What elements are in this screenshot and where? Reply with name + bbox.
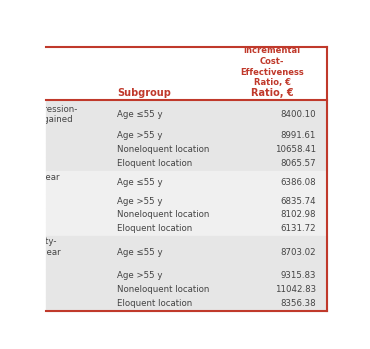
Text: Eloquent location: Eloquent location xyxy=(117,159,192,168)
Bar xyxy=(46,100,327,129)
Text: Age ≤55 y: Age ≤55 y xyxy=(117,110,162,119)
Text: 8400.10: 8400.10 xyxy=(280,110,316,119)
Bar xyxy=(46,143,327,157)
Text: Noneloquent location: Noneloquent location xyxy=(117,210,209,220)
Bar xyxy=(46,269,327,283)
Text: Ratio, €: Ratio, € xyxy=(251,88,293,98)
Text: Noneloquent location: Noneloquent location xyxy=(117,285,209,294)
Text: Age ≤55 y: Age ≤55 y xyxy=(117,178,162,187)
Bar xyxy=(46,47,327,86)
Text: Eloquent location: Eloquent location xyxy=(117,224,192,233)
Text: 6131.72: 6131.72 xyxy=(280,224,316,233)
Text: 9315.83: 9315.83 xyxy=(280,272,316,281)
Text: 8703.02: 8703.02 xyxy=(280,248,316,257)
Text: Eloquent location: Eloquent location xyxy=(117,299,192,308)
Text: 8102.98: 8102.98 xyxy=(280,210,316,220)
Text: 8356.38: 8356.38 xyxy=(280,299,316,308)
Text: Cost per quality-
adjusted life-year
gained: Cost per quality- adjusted life-year gai… xyxy=(0,237,60,268)
Bar xyxy=(46,208,327,222)
Text: Cost per progression-
free life-year gained: Cost per progression- free life-year gai… xyxy=(0,105,77,124)
Bar xyxy=(46,86,327,100)
Text: Age ≤55 y: Age ≤55 y xyxy=(117,248,162,257)
Bar xyxy=(46,297,327,311)
Text: 8991.61: 8991.61 xyxy=(280,132,316,140)
Bar xyxy=(46,171,327,194)
Text: 10658.41: 10658.41 xyxy=(275,145,316,154)
Text: Noneloquent location: Noneloquent location xyxy=(117,145,209,154)
Bar xyxy=(46,236,327,269)
Text: 6835.74: 6835.74 xyxy=(280,196,316,206)
Text: 11042.83: 11042.83 xyxy=(275,285,316,294)
Text: Age >55 y: Age >55 y xyxy=(117,196,162,206)
Bar xyxy=(46,194,327,208)
Text: Incremental
Cost-
Effectiveness
Ratio, €: Incremental Cost- Effectiveness Ratio, € xyxy=(240,46,304,87)
Bar xyxy=(46,283,327,297)
Text: Age >55 y: Age >55 y xyxy=(117,272,162,281)
Text: Cost per life-year
gained: Cost per life-year gained xyxy=(0,172,59,192)
Text: 6386.08: 6386.08 xyxy=(280,178,316,187)
Text: 8065.57: 8065.57 xyxy=(280,159,316,168)
Text: Indicator: Indicator xyxy=(0,88,34,98)
Bar xyxy=(46,222,327,236)
Text: Age >55 y: Age >55 y xyxy=(117,132,162,140)
Text: Subgroup: Subgroup xyxy=(117,88,171,98)
Bar xyxy=(46,157,327,171)
Bar xyxy=(46,129,327,143)
